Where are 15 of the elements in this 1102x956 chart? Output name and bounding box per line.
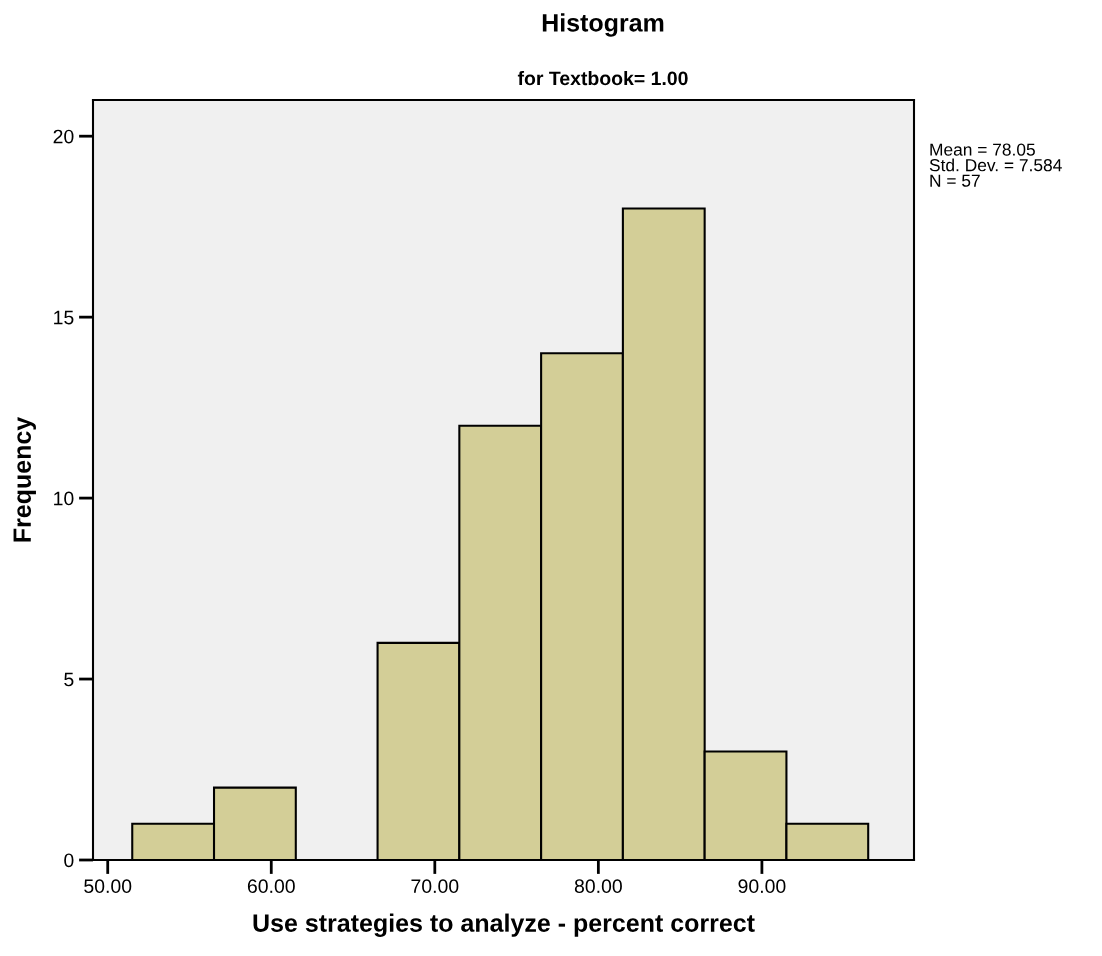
x-tick-label: 50.00 [84, 879, 132, 894]
y-tick-label: 20 [53, 129, 74, 144]
x-tick-label: 90.00 [738, 879, 786, 894]
y-tick-label: 0 [64, 853, 74, 868]
chart-subtitle: for Textbook= 1.00 [517, 70, 688, 86]
x-tick-label: 70.00 [411, 879, 459, 894]
x-tick-label: 80.00 [574, 879, 622, 894]
chart-title: Histogram [542, 13, 664, 37]
text: Mean = 78.05 Std. Dev. = 7.584 N = 57 [929, 143, 1062, 187]
y-tick-label: 5 [64, 672, 74, 687]
y-tick-label: 15 [54, 310, 74, 325]
y-axis-title: Frequency [13, 416, 36, 542]
x-tick-label: 60.00 [247, 879, 295, 894]
y-tick-label: 10 [54, 491, 74, 506]
x-axis-title: Use strategies to analyze - percent correct [253, 913, 755, 937]
